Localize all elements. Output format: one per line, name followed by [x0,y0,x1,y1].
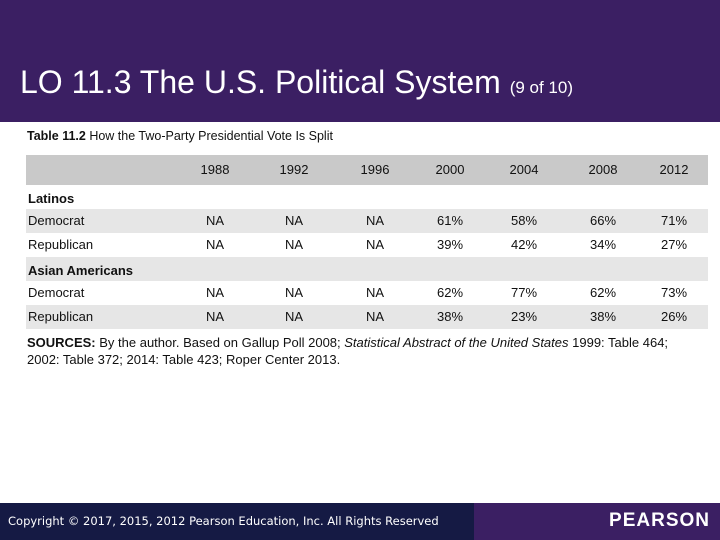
table-cell: 39% [436,237,464,252]
table-cell: 73% [660,285,688,300]
year-header: 2004 [509,162,539,177]
sources-text-after: 1999: Table 464; 2002: Table 372; 2014: … [27,335,669,367]
table-cell: NA [284,309,304,324]
table-cell: 38% [589,309,617,324]
slide-title: LO 11.3 The U.S. Political System (9 of … [20,64,573,101]
table-cell: 23% [510,309,538,324]
table-cell: NA [365,237,385,252]
year-header: 1992 [279,162,309,177]
table-cell: NA [205,213,225,228]
table-cell: 42% [510,237,538,252]
party-label: Democrat [28,285,85,300]
table-cell: 58% [510,213,538,228]
table-caption-text: How the Two-Party Presidential Vote Is S… [89,129,333,143]
group-row: Asian Americans [26,257,708,281]
table-row: Democrat NA NA NA 61% 58% 66% 71% [26,209,708,233]
table-caption-label: Table 11.2 [27,129,86,143]
year-header: 1988 [200,162,230,177]
slide-title-main: LO 11.3 The U.S. Political System [20,64,501,100]
slide-title-sub: (9 of 10) [509,78,573,97]
table-cell: 71% [660,213,688,228]
table-cell: 26% [660,309,688,324]
table-cell: 34% [589,237,617,252]
group-row: Latinos [26,185,708,209]
table-caption: Table 11.2 How the Two-Party Presidentia… [27,129,333,143]
sources-text-before: By the author. Based on Gallup Poll 2008… [99,335,341,350]
year-header: 2012 [659,162,689,177]
group-label: Asian Americans [28,263,134,278]
table-cell: NA [205,237,225,252]
table-row: Republican NA NA NA 39% 42% 34% 27% [26,233,708,257]
pearson-logo: PEARSON [609,510,710,531]
table-cell: 61% [436,213,464,228]
table-cell: NA [365,213,385,228]
table-cell: NA [284,237,304,252]
party-label: Republican [28,309,94,324]
party-label: Democrat [28,213,85,228]
table-cell: NA [365,285,385,300]
slide-footer: Copyright © 2017, 2015, 2012 Pearson Edu… [0,503,720,540]
table-cell: 27% [660,237,688,252]
slide-header: LO 11.3 The U.S. Political System (9 of … [0,0,720,122]
year-header: 2000 [435,162,465,177]
copyright-text: Copyright © 2017, 2015, 2012 Pearson Edu… [0,503,474,540]
table-cell: NA [284,285,304,300]
table-cell: 66% [589,213,617,228]
table-cell: NA [205,309,225,324]
sources-note: SOURCES: By the author. Based on Gallup … [27,334,697,368]
table-row: Democrat NA NA NA 62% 77% 62% 73% [26,281,708,305]
sources-label: SOURCES: [27,335,96,350]
table-cell: 77% [510,285,538,300]
table-cell: NA [365,309,385,324]
year-header: 1996 [360,162,390,177]
party-label: Republican [28,237,94,252]
table-header-row: 1988 1992 1996 2000 2004 2008 2012 [26,155,708,185]
vote-table: 1988 1992 1996 2000 2004 2008 2012 Latin… [26,155,708,329]
year-header: 2008 [588,162,618,177]
table-cell: NA [284,213,304,228]
table-cell: 38% [436,309,464,324]
table-row: Republican NA NA NA 38% 23% 38% 26% [26,305,708,329]
table-cell: NA [205,285,225,300]
group-label: Latinos [28,191,75,206]
table-cell: 62% [436,285,464,300]
table-cell: 62% [589,285,617,300]
sources-italic-title: Statistical Abstract of the United State… [344,335,569,350]
